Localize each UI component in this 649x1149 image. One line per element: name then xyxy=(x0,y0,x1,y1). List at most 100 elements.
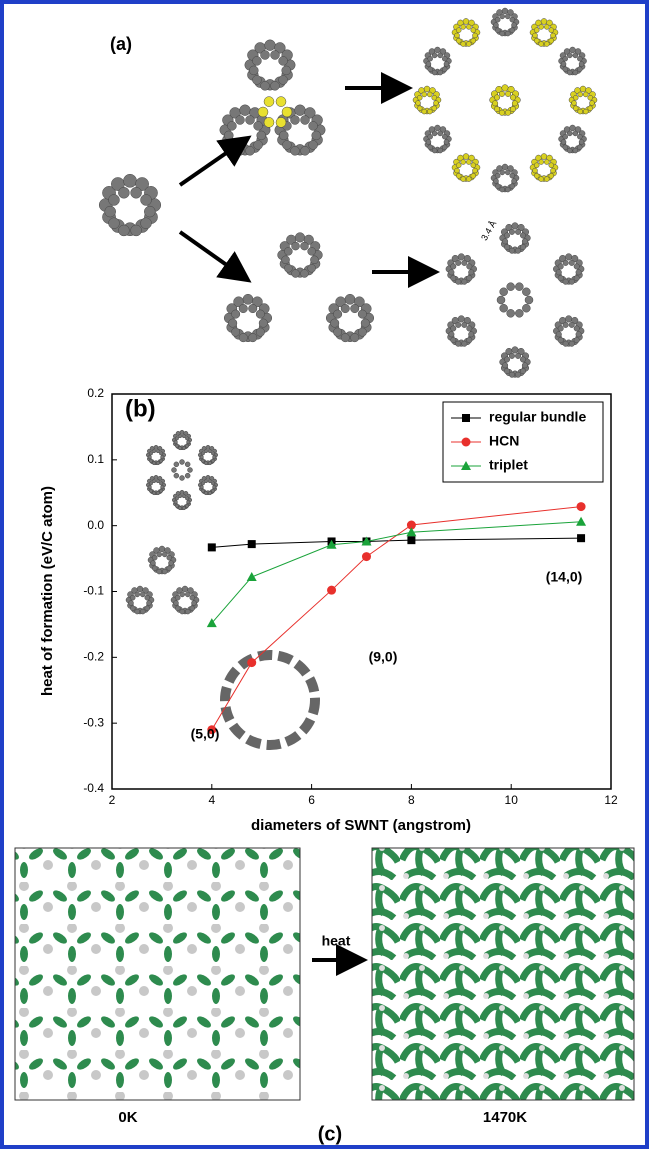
atom xyxy=(301,146,310,155)
atom xyxy=(515,229,521,235)
atom xyxy=(172,468,177,473)
atom xyxy=(458,316,465,323)
legend-label: regular bundle xyxy=(489,409,586,425)
atom xyxy=(449,270,455,276)
atom xyxy=(159,452,163,456)
atom xyxy=(333,328,342,337)
atom xyxy=(455,33,460,38)
atom xyxy=(505,91,511,97)
atom xyxy=(442,145,447,150)
atom xyxy=(256,310,265,319)
atom xyxy=(515,353,521,359)
atom xyxy=(467,337,473,343)
atom xyxy=(180,460,185,465)
temperature-label: 0K xyxy=(118,1109,137,1126)
atom xyxy=(569,260,575,266)
atom xyxy=(271,81,280,90)
atom xyxy=(502,85,509,92)
atom xyxy=(467,275,473,281)
atom xyxy=(438,53,443,58)
atom xyxy=(539,177,544,182)
atom xyxy=(185,497,189,501)
atom xyxy=(192,601,197,606)
atom xyxy=(467,264,473,270)
marker xyxy=(407,536,415,544)
atom xyxy=(427,109,432,114)
atom xyxy=(539,42,544,47)
atom xyxy=(162,569,167,574)
panel-label: (b) xyxy=(125,395,156,422)
atom xyxy=(534,38,539,43)
atom xyxy=(573,70,578,75)
atom xyxy=(534,163,539,168)
atom xyxy=(444,140,449,145)
atom xyxy=(178,506,182,510)
atom xyxy=(159,489,163,493)
marker xyxy=(362,552,371,561)
atom xyxy=(504,244,510,250)
atom xyxy=(140,609,145,614)
atom xyxy=(341,304,350,313)
atom xyxy=(144,206,155,217)
atom xyxy=(156,461,160,465)
atom xyxy=(520,233,526,239)
atom xyxy=(292,242,300,250)
atom xyxy=(252,75,261,84)
x-tick-label: 12 xyxy=(604,793,618,807)
atom xyxy=(556,332,562,338)
atom xyxy=(549,163,554,168)
atom xyxy=(549,38,554,43)
atom xyxy=(461,177,466,182)
atom xyxy=(279,56,288,65)
atom xyxy=(471,163,476,168)
atom xyxy=(182,434,186,438)
atom xyxy=(159,482,163,486)
atom xyxy=(201,489,205,493)
atom xyxy=(466,159,471,164)
atom xyxy=(201,459,205,463)
atom xyxy=(494,106,500,112)
atom xyxy=(428,145,433,150)
atom xyxy=(438,131,443,136)
atom xyxy=(471,38,476,43)
atom xyxy=(227,121,236,130)
atom xyxy=(541,154,547,160)
atom xyxy=(578,92,583,97)
atom xyxy=(204,479,208,483)
atom xyxy=(201,452,205,456)
annotation: (5,0) xyxy=(191,726,220,742)
atom xyxy=(473,168,478,173)
molecule-illustrations xyxy=(99,8,597,745)
atom xyxy=(167,566,172,571)
atom xyxy=(308,247,316,255)
atom xyxy=(507,309,515,317)
atom xyxy=(463,154,469,160)
marker xyxy=(208,543,216,551)
atom xyxy=(264,117,274,127)
atom xyxy=(502,164,508,170)
atom xyxy=(471,173,476,178)
atom xyxy=(174,462,179,467)
atom xyxy=(137,586,143,592)
atom xyxy=(500,288,508,296)
atom xyxy=(577,67,582,72)
atom xyxy=(156,449,160,453)
atom xyxy=(451,264,457,270)
atom xyxy=(444,62,449,67)
atom xyxy=(574,337,580,343)
atom xyxy=(509,372,515,378)
atom xyxy=(428,134,433,139)
atom xyxy=(541,18,547,24)
atom xyxy=(284,264,292,272)
atom xyxy=(442,134,447,139)
atom xyxy=(333,310,342,319)
atom xyxy=(505,31,510,36)
atom xyxy=(162,552,167,557)
atom xyxy=(574,326,580,332)
atom xyxy=(290,146,299,155)
atom xyxy=(494,95,500,101)
atom xyxy=(495,28,500,33)
atom xyxy=(451,326,457,332)
atom xyxy=(462,322,468,328)
atom xyxy=(563,67,568,72)
